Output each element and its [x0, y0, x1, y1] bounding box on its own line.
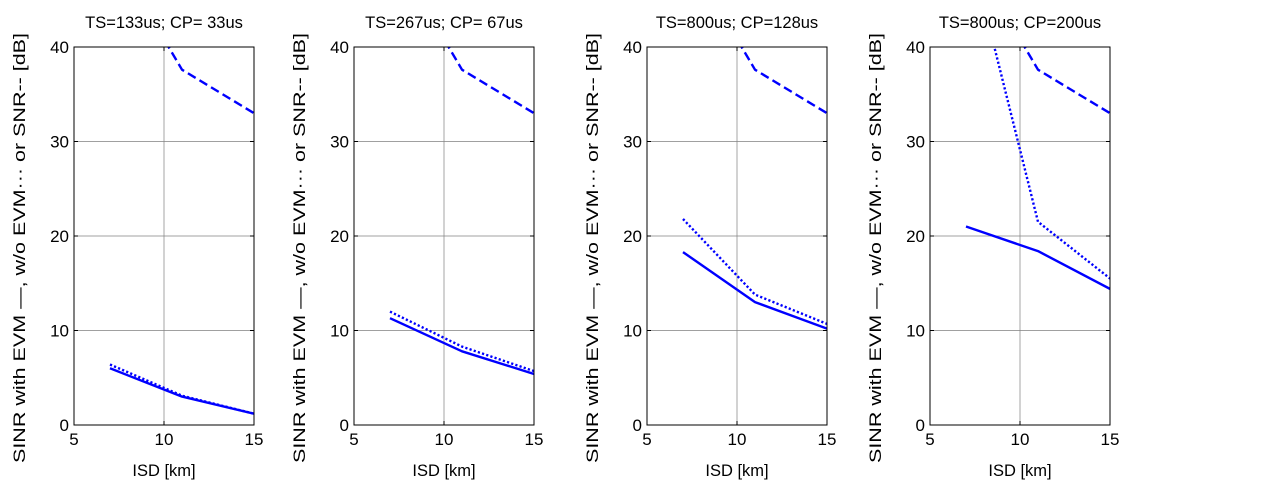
y-tick-label: 30 — [623, 133, 642, 152]
x-axis-label: ISD [km] — [412, 462, 475, 480]
chart-title: TS=267us; CP= 67us — [365, 14, 523, 32]
y-tick-label: 10 — [50, 322, 69, 341]
y-tick-label: 0 — [60, 416, 69, 435]
y-tick-label: 20 — [623, 227, 642, 246]
chart-title: TS=800us; CP=200us — [939, 14, 1101, 32]
series-line-solid — [682, 251, 827, 330]
x-axis-label: ISD [km] — [988, 462, 1051, 480]
y-tick-label: 30 — [906, 133, 925, 152]
x-tick-label: 15 — [245, 430, 264, 449]
chart-title: TS=133us; CP= 33us — [85, 14, 243, 32]
x-tick-label: 5 — [642, 430, 651, 449]
y-axis-label: SINR with EVM —, w/o EVM··· or SNR-- [dB… — [291, 33, 309, 463]
chart-panel-2: 5 10 15 0 10 20 30 40 TS=267us; CP= 67us ISD [km]… — [291, 14, 544, 480]
series-line-dashed — [1023, 47, 1110, 115]
y-tick-label: 20 — [330, 227, 349, 246]
series-group — [389, 47, 534, 376]
y-axis-label: SINR with EVM —, w/o EVM··· or SNR-- [dB… — [867, 33, 885, 463]
x-tick-label: 10 — [728, 430, 747, 449]
chart-title: TS=800us; CP=128us — [656, 14, 818, 32]
series-line-dotted — [993, 47, 1110, 280]
series-group — [965, 47, 1110, 290]
series-line-dotted — [389, 310, 534, 373]
series-line-dashed — [167, 47, 254, 115]
y-tick-label: 0 — [340, 416, 349, 435]
series-group — [109, 47, 254, 415]
y-tick-label: 30 — [330, 133, 349, 152]
x-tick-label: 10 — [1011, 430, 1030, 449]
x-axis-label: ISD [km] — [705, 462, 768, 480]
series-line-dashed — [740, 47, 827, 115]
x-tick-label: 5 — [69, 430, 78, 449]
x-tick-label: 10 — [155, 430, 174, 449]
y-tick-label: 10 — [330, 322, 349, 341]
series-line-dotted — [109, 363, 254, 415]
y-tick-label: 10 — [906, 322, 925, 341]
y-tick-label: 40 — [50, 38, 69, 57]
series-line-dashed — [447, 47, 534, 115]
y-tick-label: 20 — [906, 227, 925, 246]
y-tick-label: 10 — [623, 322, 642, 341]
x-tick-label: 10 — [435, 430, 454, 449]
y-tick-label: 40 — [906, 38, 925, 57]
chart-panel-1: 5 10 15 0 10 20 30 40 TS=133us; CP= 33us ISD [km]… — [11, 14, 264, 480]
x-tick-label: 15 — [1101, 430, 1120, 449]
x-axis-label: ISD [km] — [132, 462, 195, 480]
chart-panel-4: 5 10 15 0 10 20 30 40 TS=800us; CP=200us ISD [km]… — [867, 14, 1120, 480]
y-tick-label: 20 — [50, 227, 69, 246]
y-tick-label: 30 — [50, 133, 69, 152]
x-tick-label: 15 — [818, 430, 837, 449]
x-tick-label: 5 — [925, 430, 934, 449]
y-tick-label: 40 — [623, 38, 642, 57]
y-tick-label: 0 — [633, 416, 642, 435]
series-group — [682, 47, 827, 330]
y-tick-label: 0 — [916, 416, 925, 435]
series-line-solid — [389, 317, 534, 376]
y-axis-label: SINR with EVM —, w/o EVM··· or SNR-- [dB… — [584, 33, 602, 463]
x-tick-label: 5 — [349, 430, 358, 449]
x-tick-label: 15 — [525, 430, 544, 449]
chart-panel-3: 5 10 15 0 10 20 30 40 TS=800us; CP=128us ISD [km]… — [584, 14, 837, 480]
y-axis-label: SINR with EVM —, w/o EVM··· or SNR-- [dB… — [11, 33, 29, 463]
series-line-solid — [965, 225, 1110, 290]
y-tick-label: 40 — [330, 38, 349, 57]
